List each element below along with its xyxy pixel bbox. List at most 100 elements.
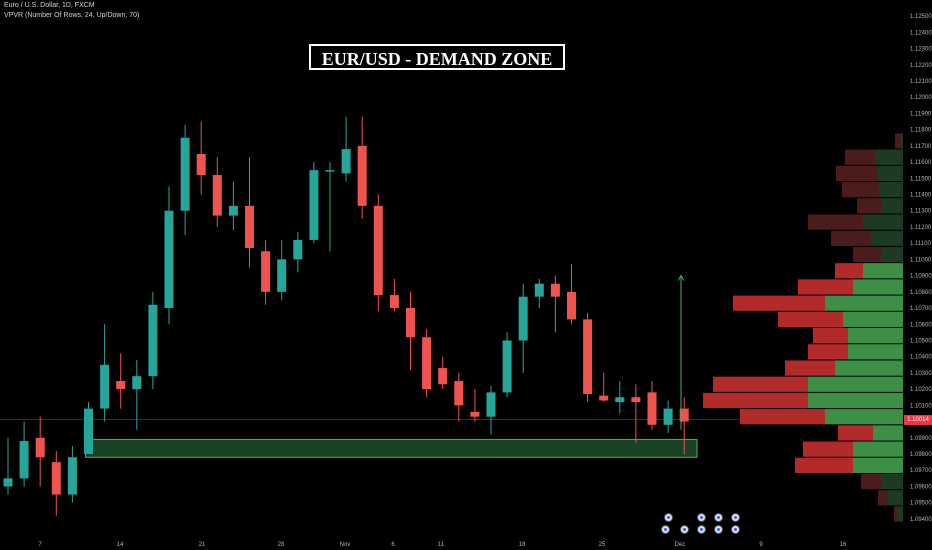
volume-profile-down-bar xyxy=(895,133,901,149)
candle-body xyxy=(470,411,480,417)
candle-body xyxy=(341,149,351,174)
y-tick-label: 1.11200 xyxy=(910,225,932,231)
x-tick-label: 6 xyxy=(391,542,395,548)
x-tick-label: 14 xyxy=(117,542,124,548)
candle-body xyxy=(19,441,29,479)
candle-body xyxy=(293,239,303,260)
candle-body xyxy=(438,368,448,385)
candle-body xyxy=(116,381,126,390)
target-arrow-head xyxy=(677,274,685,281)
candle-body xyxy=(631,397,641,403)
volume-profile-down-bar xyxy=(857,198,881,214)
volume-profile-down-bar xyxy=(798,279,853,295)
volume-profile-up-bar xyxy=(853,279,903,295)
event-badge-icon[interactable] xyxy=(661,525,670,534)
candle-body xyxy=(454,381,464,406)
volume-profile-up-bar xyxy=(863,263,903,279)
volume-profile-up-bar xyxy=(888,490,903,506)
y-tick-label: 1.10900 xyxy=(910,274,932,280)
candle-body xyxy=(534,283,544,297)
volume-profile-down-bar xyxy=(703,392,808,409)
candle-body xyxy=(550,283,560,297)
volume-profile-down-bar xyxy=(808,344,848,360)
volume-profile-up-bar xyxy=(881,198,903,214)
demand-zone xyxy=(85,438,698,458)
candle-body xyxy=(277,259,287,292)
event-badge-icon[interactable] xyxy=(714,525,723,534)
candle-body xyxy=(615,397,625,403)
volume-profile-down-bar xyxy=(878,490,888,506)
y-tick-label: 1.09900 xyxy=(910,436,932,442)
x-tick-label: 18 xyxy=(519,542,526,548)
y-tick-label: 1.11600 xyxy=(910,160,932,166)
candle-body xyxy=(212,175,222,216)
volume-profile-up-bar xyxy=(897,506,903,522)
event-badge-icon[interactable] xyxy=(697,525,706,534)
candle-body xyxy=(357,145,367,206)
volume-profile-up-bar xyxy=(848,328,903,344)
volume-profile-down-bar xyxy=(813,328,848,344)
y-tick-label: 1.10700 xyxy=(910,306,932,312)
volume-profile-up-bar xyxy=(873,425,903,441)
volume-profile-down-bar xyxy=(838,425,873,441)
volume-profile-up-bar xyxy=(808,376,903,392)
y-tick-label: 1.11900 xyxy=(910,111,932,117)
volume-profile-up-bar xyxy=(853,457,903,473)
y-tick-label: 1.12500 xyxy=(910,14,932,20)
volume-profile-down-bar xyxy=(835,263,863,279)
candle-body xyxy=(67,457,77,495)
candle-body xyxy=(518,296,528,341)
y-tick-label: 1.12400 xyxy=(910,30,932,36)
candle-body xyxy=(389,295,399,309)
candle-body xyxy=(180,137,190,211)
candle-body xyxy=(309,170,319,240)
event-badge-icon[interactable] xyxy=(731,513,740,522)
y-tick-label: 1.10100 xyxy=(910,403,932,409)
candle-body xyxy=(132,376,142,390)
candle-body xyxy=(51,462,61,495)
y-tick-label: 1.12100 xyxy=(910,79,932,85)
event-badge-icon[interactable] xyxy=(731,525,740,534)
volume-profile-up-bar xyxy=(853,441,903,457)
y-tick-label: 1.11700 xyxy=(910,144,932,150)
y-tick-label: 1.09500 xyxy=(910,501,932,507)
volume-profile-down-bar xyxy=(831,230,871,246)
candle-body xyxy=(35,437,45,458)
event-badge-icon[interactable] xyxy=(714,513,723,522)
y-tick-label: 1.10800 xyxy=(910,290,932,296)
x-tick-label: 16 xyxy=(840,542,847,548)
candle-body xyxy=(583,319,593,395)
candle-body xyxy=(567,291,576,320)
chart-title: EUR/USD - DEMAND ZONE xyxy=(309,44,565,70)
volume-profile-down-bar xyxy=(808,214,863,230)
candle-body xyxy=(373,205,383,296)
candle-body xyxy=(422,337,432,390)
x-tick-label: Dec xyxy=(675,542,686,548)
volume-profile-down-bar xyxy=(803,441,853,457)
candle-body xyxy=(261,251,271,292)
volume-profile-up-bar xyxy=(863,214,903,230)
candle-body xyxy=(325,170,335,172)
volume-profile-up-bar xyxy=(875,149,903,165)
event-badge-icon[interactable] xyxy=(680,525,689,534)
candle-body xyxy=(502,340,512,393)
event-badge-icon[interactable] xyxy=(664,513,673,522)
volume-profile-down-bar xyxy=(795,457,853,473)
y-tick-label: 1.12300 xyxy=(910,47,932,53)
volume-profile-down-bar xyxy=(713,376,808,392)
candle-body xyxy=(486,392,496,417)
y-tick-label: 1.11800 xyxy=(910,128,932,134)
event-badge-icon[interactable] xyxy=(697,513,706,522)
x-tick-label: 28 xyxy=(278,542,285,548)
volume-profile-up-bar xyxy=(878,165,903,182)
volume-profile-down-bar xyxy=(842,182,879,198)
volume-profile-up-bar xyxy=(835,360,903,376)
volume-profile-up-bar xyxy=(879,182,903,198)
candle-body xyxy=(164,210,174,309)
y-tick-label: 1.10400 xyxy=(910,355,932,361)
y-tick-label: 1.09400 xyxy=(910,517,932,523)
volume-profile-up-bar xyxy=(901,133,903,149)
volume-profile-up-bar xyxy=(848,344,903,360)
x-tick-label: Nov xyxy=(340,542,351,548)
